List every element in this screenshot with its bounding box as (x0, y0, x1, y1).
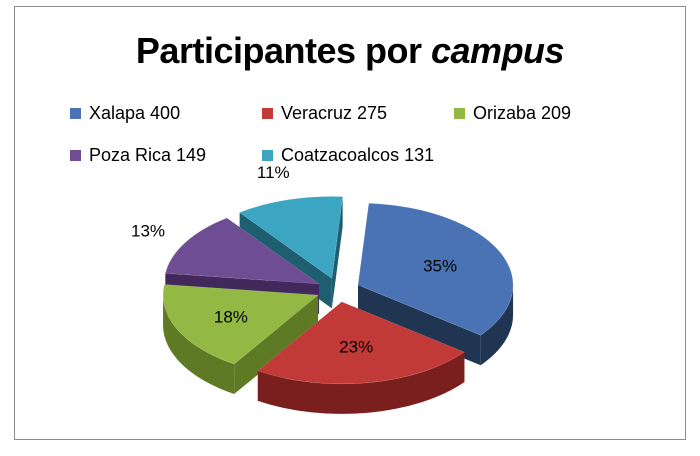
pie-slice-veracruz (257, 301, 465, 385)
pie-labels: 35% 23% 18% 13% 11% (131, 163, 457, 356)
pie-label-xalapa: 35% (423, 257, 457, 276)
legend-swatch-coatzacoalcos (262, 150, 273, 161)
pie-label-orizaba: 18% (214, 308, 248, 327)
legend-swatch-poza-rica (70, 150, 81, 161)
legend-item-veracruz: Veracruz 275 (262, 103, 387, 124)
legend-label-coatzacoalcos: Coatzacoalcos 131 (281, 145, 435, 165)
pie-wall-coatzacoalcos-1 (331, 196, 343, 309)
pie-label-coatzacoalcos: 11% (257, 163, 290, 182)
legend-item-poza-rica: Poza Rica 149 (70, 145, 206, 166)
legend-label-veracruz: Veracruz 275 (281, 103, 388, 123)
legend-label-orizaba: Orizaba 209 (473, 103, 572, 123)
pie-rim-xalapa (480, 285, 514, 366)
chart-title: Participantes por campus (0, 30, 700, 72)
legend-label-xalapa: Xalapa 400 (89, 103, 181, 123)
pie-slice-coatzacoalcos (239, 196, 343, 279)
pie-tops (162, 196, 514, 385)
pie-label-veracruz: 23% (339, 337, 373, 356)
legend-item-xalapa: Xalapa 400 (70, 103, 180, 124)
chart-title-main: Participantes por (135, 30, 432, 71)
pie-rim-veracruz (257, 352, 465, 414)
pie-slice-xalapa (357, 202, 514, 336)
pie-wall-xalapa-1 (358, 285, 481, 366)
legend-item-orizaba: Orizaba 209 (454, 103, 571, 124)
chart-title-emphasis: campus (431, 30, 565, 71)
pie-slice-poza-rica (165, 217, 320, 285)
pie-slice-orizaba (162, 284, 319, 365)
legend-label-poza-rica: Poza Rica 149 (89, 145, 207, 165)
pie-label-poza-rica: 13% (131, 222, 165, 241)
legend-item-coatzacoalcos: Coatzacoalcos 131 (262, 145, 434, 166)
legend-swatch-orizaba (454, 108, 465, 119)
pie-rim-orizaba (163, 295, 235, 395)
legend-swatch-veracruz (262, 108, 273, 119)
legend-swatch-xalapa (70, 108, 81, 119)
